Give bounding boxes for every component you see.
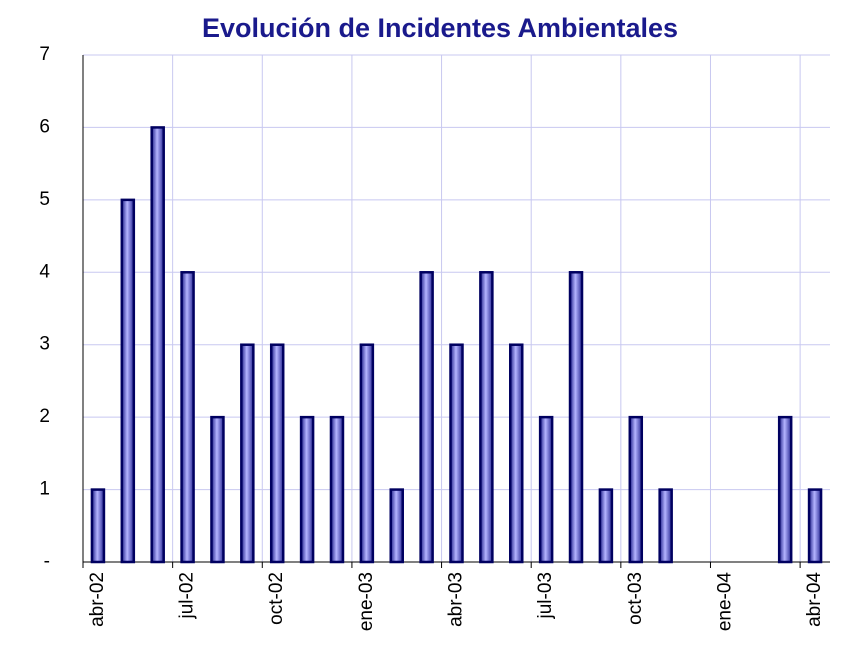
x-tick-label: abr-03: [446, 572, 467, 627]
y-tick-label: -: [44, 551, 50, 572]
bar: [299, 415, 315, 564]
bar: [509, 343, 524, 564]
bar: [628, 415, 644, 564]
bar: [359, 343, 375, 564]
bar: [120, 198, 136, 564]
bar: [210, 415, 225, 564]
y-tick-label: 5: [39, 189, 50, 210]
bar: [658, 488, 673, 564]
bar: [598, 488, 614, 564]
x-tick-label: jul-03: [535, 572, 556, 619]
bar: [90, 488, 106, 564]
bar: [538, 415, 554, 564]
bar: [240, 343, 255, 564]
bar: [269, 343, 285, 564]
x-tick-label: ene-04: [714, 572, 735, 632]
y-tick-label: 3: [39, 334, 50, 355]
y-tick-label: 2: [39, 406, 50, 427]
bar: [777, 415, 793, 564]
bar: [479, 271, 494, 564]
bar: [389, 488, 404, 564]
y-tick-label: 6: [39, 116, 50, 137]
y-tick-label: 1: [39, 479, 50, 500]
x-tick-label: abr-02: [87, 572, 108, 627]
x-tick-label: oct-03: [625, 572, 646, 625]
x-tick-label: jul-02: [177, 572, 198, 619]
bar: [419, 271, 434, 564]
x-tick-label: oct-02: [266, 572, 287, 625]
chart-title: Evolución de Incidentes Ambientales: [202, 13, 678, 43]
x-tick-label: ene-03: [356, 572, 377, 631]
y-tick-label: 4: [39, 261, 50, 282]
bar: [150, 126, 165, 564]
bar: [807, 488, 823, 564]
y-tick-label: 7: [39, 44, 50, 65]
bar: [180, 271, 195, 564]
bar: [449, 343, 464, 564]
x-tick-label: abr-04: [804, 572, 825, 627]
bar: [329, 415, 345, 564]
bar: [568, 271, 584, 564]
